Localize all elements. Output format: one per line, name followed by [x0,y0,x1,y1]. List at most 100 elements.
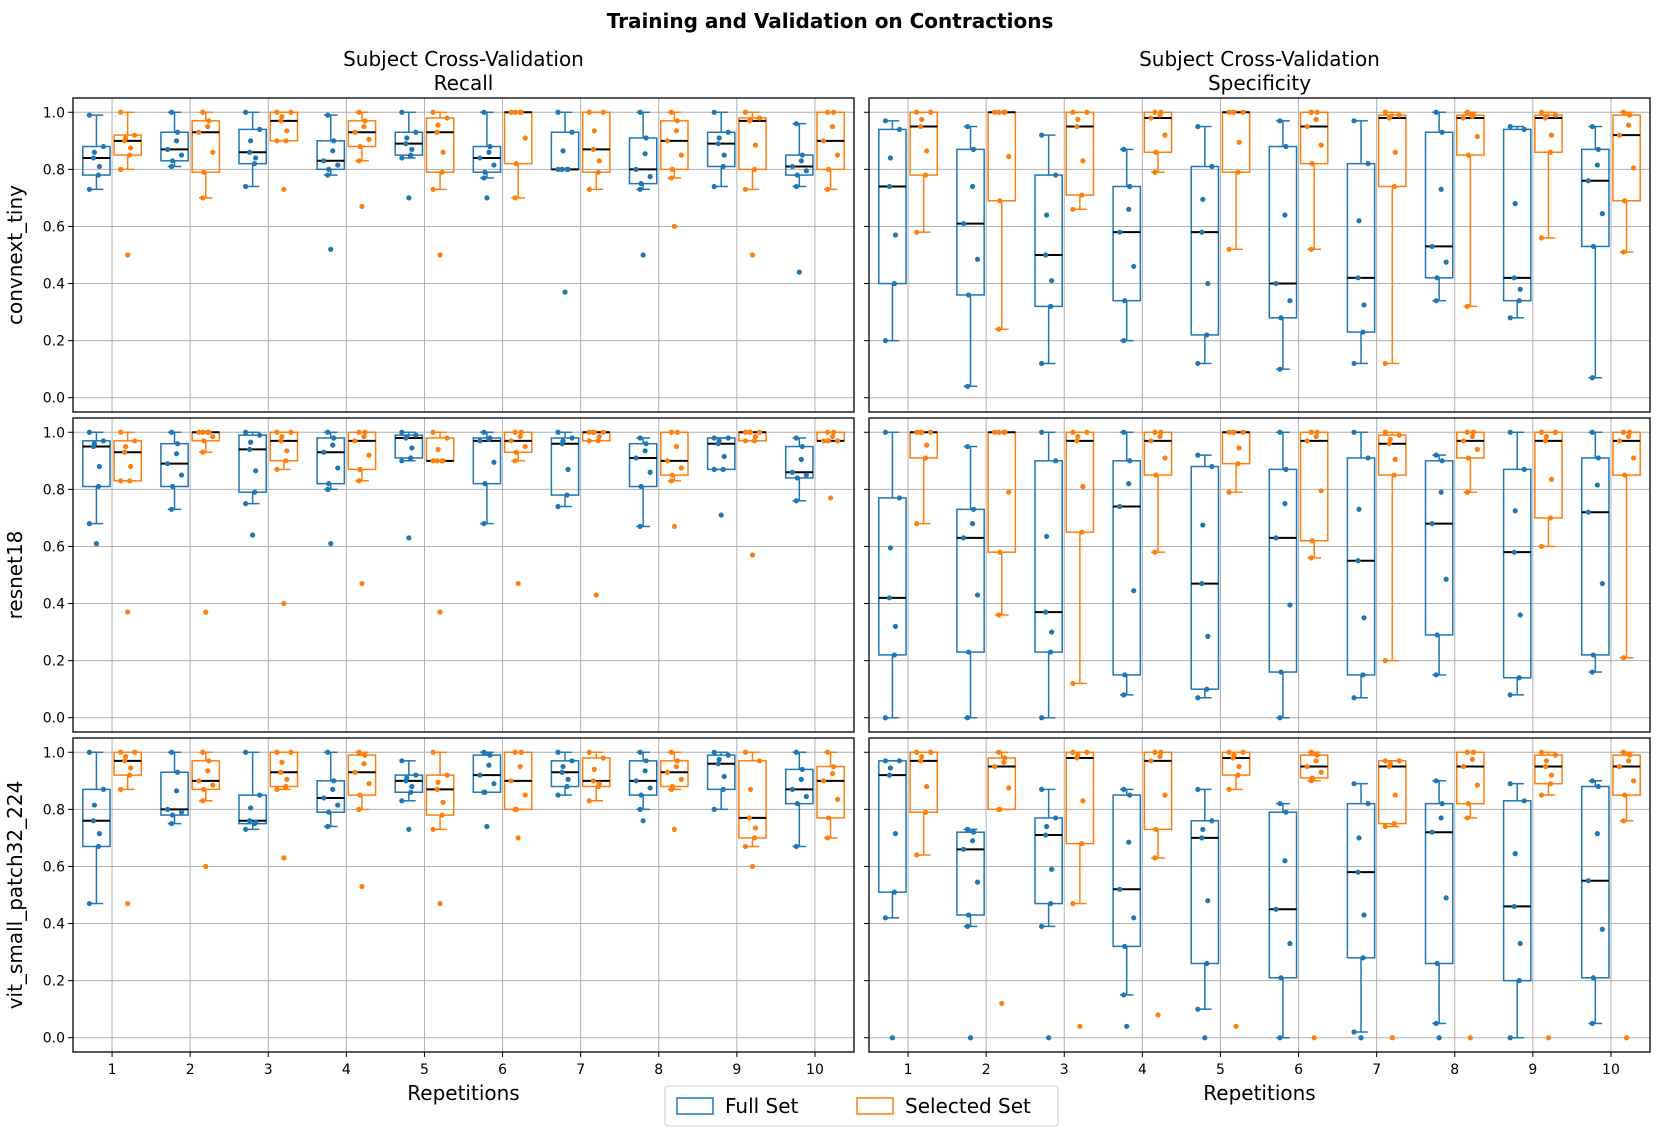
box-selected-set-rep-9 [1534,429,1563,550]
data-point [178,809,185,815]
data-point [1620,109,1627,115]
data-point [512,749,518,755]
data-point [283,783,289,790]
box-full-set-rep-1 [82,429,111,547]
box-selected-set-rep-3 [1065,749,1095,1029]
data-point [1152,429,1158,435]
data-point [747,116,754,123]
box-selected-set-rep-5 [1221,109,1251,252]
data-point [1148,438,1154,444]
data-point [742,749,749,755]
data-point [1439,129,1445,135]
data-point [1240,429,1246,435]
x-tick-label: 6 [1294,1062,1303,1078]
data-point [284,776,290,782]
data-point [430,429,436,435]
data-point [1460,438,1466,444]
box-iqr [269,751,299,788]
data-point [284,128,290,134]
data-point [513,806,519,812]
data-point [1121,338,1127,344]
data-point [1157,433,1163,440]
data-point [1236,445,1242,451]
data-point [725,129,731,135]
data-point [1552,429,1559,435]
data-point [1589,123,1595,130]
data-point [891,280,898,287]
box-iqr [1424,131,1454,279]
data-point [481,429,487,435]
data-point [1538,429,1545,435]
data-point [1589,429,1595,435]
data-point [1521,466,1527,472]
data-point [919,116,925,123]
data-point [127,152,133,158]
data-point [1439,458,1445,464]
data-point [1053,172,1059,178]
data-point [964,123,971,130]
data-point [1195,360,1201,367]
box-full-set-rep-2 [160,429,189,512]
data-point [487,435,493,441]
box-iqr [1034,817,1064,905]
data-point [1620,818,1627,824]
data-point [1443,259,1449,265]
box-iqr [628,760,658,796]
data-point [969,183,976,190]
data-point [559,166,565,172]
data-point [169,158,176,164]
box-full-set-rep-6 [1268,429,1298,721]
data-point [720,786,726,792]
data-point [90,155,97,161]
outlier-point [250,532,256,538]
data-point [924,442,930,448]
data-point [752,142,759,148]
data-point [997,806,1003,812]
data-point [1625,433,1632,440]
data-point [747,429,754,435]
data-point [477,155,483,161]
box-iqr [238,128,267,165]
panel-resnet18-specificity [864,417,1651,733]
box-iqr [316,780,346,813]
outlier-point [889,1035,896,1041]
data-point [283,138,289,144]
data-point [637,186,643,192]
data-point [366,781,372,787]
data-point [86,521,93,527]
data-point [243,749,249,755]
box-selected-set-rep-6 [503,429,533,587]
data-point [1287,940,1293,947]
data-point [1039,715,1045,721]
data-point [1122,943,1128,949]
data-point [1162,455,1168,461]
box-selected-set-rep-8 [660,109,689,230]
box-selected-set-rep-3 [269,109,299,192]
data-point [168,506,175,512]
data-point [720,466,726,472]
data-point [969,838,976,844]
data-point [128,463,134,470]
data-point [747,786,754,792]
data-point [1464,489,1470,495]
data-point [1043,832,1049,838]
data-point [887,545,894,551]
data-point [1048,900,1054,907]
data-point [555,749,561,755]
data-point [1304,123,1310,130]
data-point [127,772,133,778]
data-point [439,812,445,818]
box-iqr [784,768,814,805]
data-point [1386,441,1392,447]
data-point [793,121,799,127]
data-point [132,438,138,444]
data-point [1006,489,1012,495]
box-iqr [472,437,502,485]
y-tick-label: 0.6 [43,219,65,235]
data-point [288,749,294,755]
y-tick-label: 1.0 [43,745,65,761]
box-iqr [660,120,689,171]
box-selected-set-rep-4 [347,429,377,587]
data-point [1148,758,1154,764]
